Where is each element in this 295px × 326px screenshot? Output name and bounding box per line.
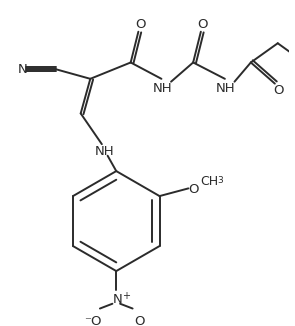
Text: +: +	[122, 291, 130, 301]
Text: CH: CH	[201, 175, 219, 188]
Text: O: O	[198, 19, 208, 32]
Text: ⁻O: ⁻O	[84, 315, 102, 326]
Text: O: O	[273, 84, 284, 97]
Text: O: O	[135, 19, 145, 32]
Text: NH: NH	[95, 145, 114, 158]
Text: NH: NH	[216, 82, 236, 95]
Text: O: O	[188, 183, 199, 196]
Text: NH: NH	[153, 82, 172, 95]
Text: N: N	[112, 293, 122, 306]
Text: 3: 3	[217, 175, 223, 185]
Text: O: O	[134, 315, 145, 326]
Text: N: N	[17, 63, 27, 76]
